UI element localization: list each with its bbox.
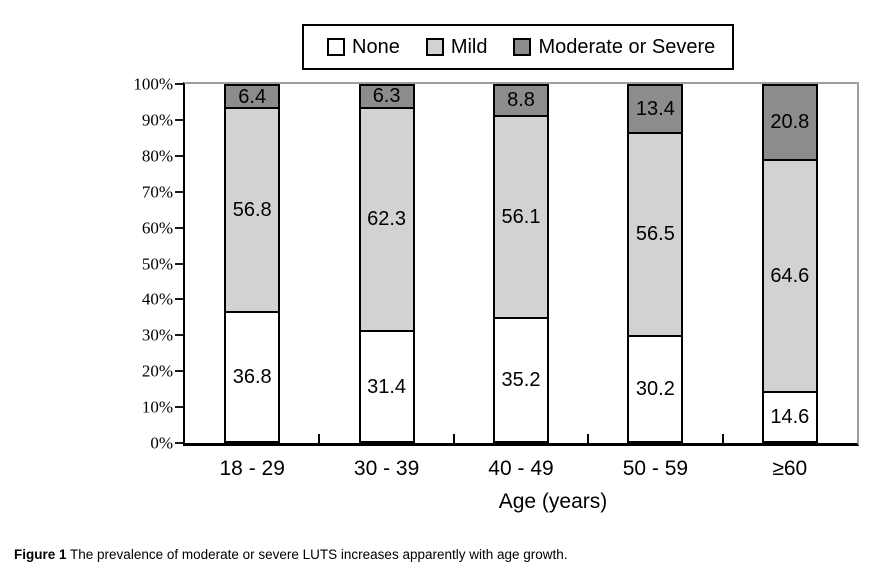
y-axis-tick [175,118,183,121]
figure-caption-label: Figure 1 [14,547,67,562]
y-axis-tick-label: 50% [141,254,173,273]
bar-segment-moderate-or-severe: 20.8 [761,84,818,161]
legend-swatch-icon [513,38,532,56]
y-axis-tick-label: 30% [141,325,173,345]
legend-item-none: None [327,37,400,57]
x-axis-tick [318,434,321,443]
x-axis-category-label: ≥60 [772,457,808,480]
y-axis-tick-label: 20% [141,361,173,381]
x-axis-title: Age (years) [498,490,608,513]
y-axis-tick-label: 90% [141,110,173,130]
y-axis-tick [175,226,183,229]
y-axis-tick [175,83,183,85]
legend-swatch-icon [327,38,345,56]
legend-item-moderate-or-severe: Moderate or Severe [513,37,715,57]
y-axis-tick-label: 80% [141,146,173,166]
bar-segment-mild: 62.3 [358,106,415,333]
legend-label: Mild [450,36,488,58]
x-axis-category-label: 50 - 59 [622,457,689,480]
bar-segment-moderate-or-severe: 13.4 [627,83,684,134]
y-axis-tick [175,442,183,444]
y-axis-tick-label: 40% [141,289,173,309]
bar-segment-moderate-or-severe: 8.8 [493,83,549,118]
y-axis-tick-label: 10% [141,397,173,417]
y-axis-tick [175,298,183,301]
bar-segment-mild: 56.5 [627,131,684,337]
bar-segment-none: 31.4 [358,330,415,443]
y-axis-tick [175,154,183,157]
y-axis-tick-label: 70% [141,182,173,202]
bar-segment-mild: 56.1 [493,115,549,319]
y-axis-tick-label: 100% [133,74,173,94]
x-axis-category-label: 40 - 49 [488,457,554,480]
legend-label: None [352,36,400,58]
x-axis-tick [452,434,455,443]
chart-legend: None Mild Moderate or Severe [302,24,734,70]
y-axis-tick [175,190,183,193]
legend-swatch-icon [425,38,444,56]
figure-caption: Figure 1 The prevalence of moderate or s… [14,546,568,564]
x-axis-category-label: 18 - 29 [219,457,285,480]
bar-segment-none: 14.6 [761,390,818,443]
bar-segment-mild: 56.8 [224,106,281,313]
y-axis-tick [175,406,183,409]
bar-segment-moderate-or-severe: 6.4 [224,84,281,109]
legend-label: Moderate or Severe [538,36,716,58]
bar-segment-none: 35.2 [493,316,549,443]
bar-segment-none: 30.2 [627,334,684,443]
x-axis-tick [721,434,724,443]
y-axis-tick [175,334,183,337]
bar-segment-moderate-or-severe: 6.3 [358,84,415,109]
y-axis-tick-label: 0% [150,433,173,453]
plot-area: 36.8 56.8 6.4 31.4 62.3 6.3 35.2 56.1 8.8 30.2 56.… [183,82,859,446]
bar-segment-mild: 64.6 [761,158,818,393]
y-axis-tick-label: 60% [141,218,173,238]
bar-segment-none: 36.8 [224,310,281,443]
y-axis-tick [175,370,183,373]
x-axis-category-label: 30 - 39 [353,457,420,480]
y-axis-tick [175,262,183,265]
x-axis-tick [587,434,590,443]
figure-caption-text: The prevalence of moderate or severe LUT… [70,547,568,562]
legend-item-mild: Mild [425,36,488,58]
